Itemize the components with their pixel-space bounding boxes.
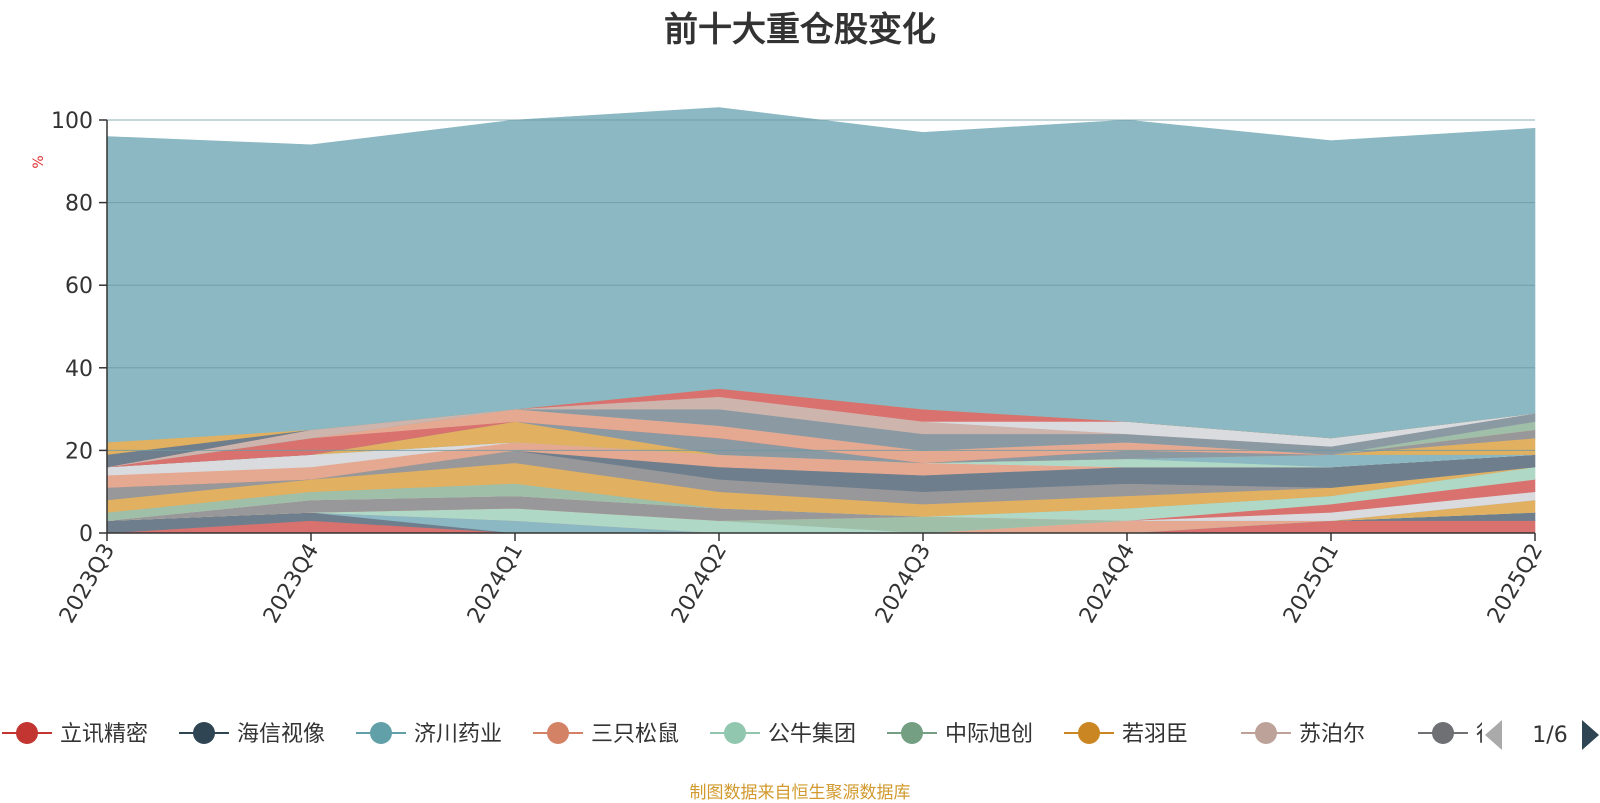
legend-item-label[interactable]: 三只松鼠 [591,722,679,747]
legend-marker [547,722,569,744]
y-tick-label: 40 [65,357,93,382]
legend-item-label[interactable]: 若羽臣 [1122,722,1188,747]
legend-item-label[interactable]: 海信视像 [237,722,325,747]
area-series-33 [106,107,1536,443]
x-tick-label: 2024Q1 [463,540,528,628]
legend-marker [193,722,215,744]
y-tick-label: 0 [79,522,93,547]
legend-marker [1078,722,1100,744]
legend-marker [724,722,746,744]
legend-item-label[interactable]: 中际旭创 [945,722,1033,747]
x-tick-label: 2025Q2 [1483,540,1548,628]
source-note: 制图数据来自恒生聚源数据库 [689,783,911,803]
chart-title: 前十大重仓股变化 [664,10,936,50]
legend-marker [901,722,923,744]
legend-item-label[interactable]: 苏泊尔 [1299,722,1365,747]
x-tick-label: 2025Q1 [1279,540,1344,628]
x-tick-label: 2024Q2 [667,540,732,628]
y-tick-label: 100 [51,109,93,134]
triangle-left-icon[interactable] [1485,720,1502,750]
x-tick-label: 2023Q4 [259,540,324,628]
legend-marker [370,722,392,744]
legend-page-indicator: 1/6 [1532,723,1567,748]
y-tick-label: 80 [65,192,93,217]
legend-item-label[interactable]: 立讯精密 [60,722,148,747]
legend-marker [1432,722,1454,744]
triangle-right-icon[interactable] [1582,720,1599,750]
legend-marker [16,722,38,744]
x-tick-label: 2023Q3 [55,540,120,628]
y-tick-label: 60 [65,274,93,299]
y-tick-label: 20 [65,439,93,464]
x-tick-label: 2024Q3 [871,540,936,628]
x-tick-label: 2024Q4 [1075,540,1140,628]
legend-item-label[interactable]: 公牛集团 [768,722,856,747]
legend-item-label[interactable]: 济川药业 [414,722,502,747]
y-axis-label: % [31,155,47,168]
legend-marker [1255,722,1277,744]
